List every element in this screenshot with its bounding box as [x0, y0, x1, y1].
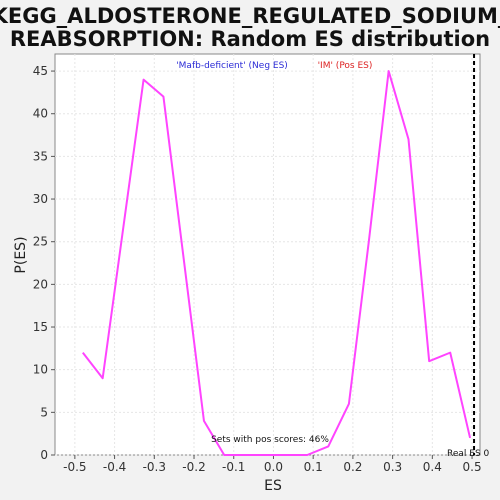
legend-neg-label: 'Mafb-deficient' (Neg ES): [176, 61, 288, 71]
y-tick-label: 15: [33, 320, 48, 334]
x-tick-label: -0.5: [63, 460, 86, 474]
series-line: [82, 70, 472, 456]
x-tick-label: -0.4: [103, 460, 126, 474]
x-axis-label: ES: [264, 478, 282, 494]
y-tick-label: 10: [33, 363, 48, 377]
y-tick-label: 0: [40, 448, 48, 462]
axes: -0.5 -0.4 -0.3 -0.2 -0.1 0.0 0.1 0.2 0.3 0.4 0.5 0 5…: [33, 64, 482, 474]
y-tick-label: 30: [33, 192, 48, 206]
y-tick-label: 25: [33, 235, 48, 249]
y-tick-label: 20: [33, 277, 48, 291]
y-tick-label: 5: [40, 405, 48, 419]
x-tick-label: 0.4: [423, 460, 442, 474]
y-tick-label: 40: [33, 107, 48, 121]
chart-title-line1: KEGG_ALDOSTERONE_REGULATED_SODIUM_: [0, 4, 500, 28]
x-tick-label: 0.2: [343, 460, 362, 474]
pos-scores-annotation: Sets with pos scores: 46%: [211, 435, 329, 445]
real-es-annotation: Real ES 0: [447, 449, 490, 459]
series-layer: [82, 70, 472, 456]
x-tick-label: 0.3: [383, 460, 402, 474]
plot-area: [54, 53, 481, 456]
x-tick-label: -0.3: [143, 460, 166, 474]
y-tick-label: 45: [33, 64, 48, 78]
grid: [55, 54, 480, 456]
chart-title-line2: REABSORPTION: Random ES distribution: [10, 27, 490, 51]
x-tick-label: 0.1: [304, 460, 323, 474]
x-tick-label: -0.2: [182, 460, 205, 474]
y-axis-label: P(ES): [13, 236, 29, 273]
legend-pos-label: 'IM' (Pos ES): [318, 61, 373, 71]
x-tick-label: 0.5: [463, 460, 482, 474]
x-tick-label: -0.1: [222, 460, 245, 474]
y-tick-label: 35: [33, 149, 48, 163]
x-tick-label: 0.0: [264, 460, 283, 474]
